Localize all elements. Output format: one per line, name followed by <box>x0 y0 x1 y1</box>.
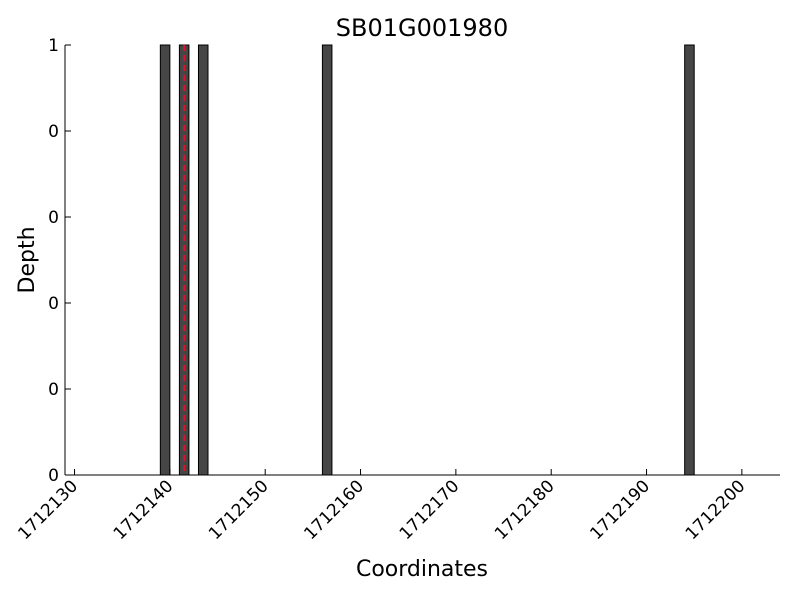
bar <box>197 44 209 476</box>
x-tick-label: 1712140 <box>110 476 178 544</box>
y-tick-label: 0 <box>48 294 59 314</box>
x-tick-label: 1712190 <box>586 476 654 544</box>
bar <box>159 44 171 476</box>
chart-title: SB01G001980 <box>336 14 508 42</box>
bar <box>321 44 333 476</box>
x-tick-label: 1712160 <box>300 476 368 544</box>
x-axis-label: Coordinates <box>356 557 488 582</box>
x-tick-label: 1712200 <box>682 476 750 544</box>
x-tick-label: 1712130 <box>14 476 82 544</box>
y-axis-label: Depth <box>15 226 40 293</box>
x-tick-label: 1712180 <box>491 476 559 544</box>
x-tick-label: 1712150 <box>205 476 273 544</box>
y-tick-label: 0 <box>48 122 59 142</box>
bar <box>684 44 695 476</box>
x-tick-label: 1712170 <box>396 476 464 544</box>
y-tick-label: 0 <box>48 466 59 486</box>
y-tick-label: 1 <box>48 36 59 56</box>
y-tick-label: 0 <box>48 208 59 228</box>
y-tick-label: 0 <box>48 380 59 400</box>
